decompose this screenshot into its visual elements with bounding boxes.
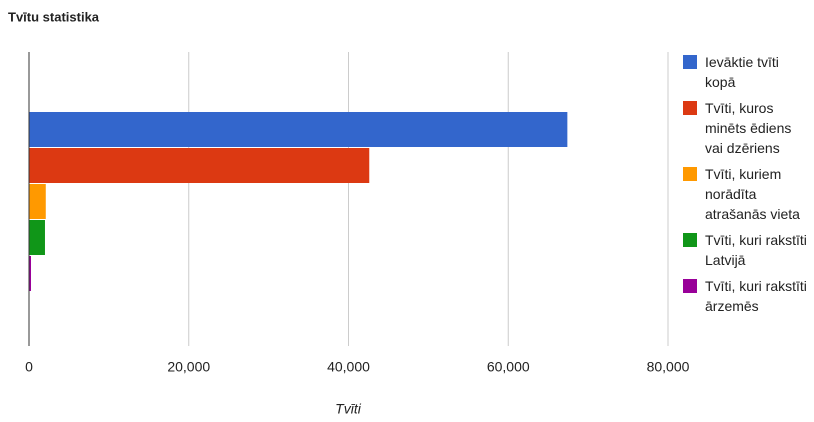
bar: [29, 220, 45, 255]
legend-entry: Tvīti, kuros minēts ēdiens vai dzēriens: [683, 98, 811, 158]
legend-swatch: [683, 55, 697, 69]
legend-label: Tvīti, kuri rakstīti Latvijā: [705, 232, 807, 268]
legend-label: Tvīti, kuros minēts ēdiens vai dzēriens: [705, 100, 792, 156]
legend-label: Tvīti, kuriem norādīta atrašanās vieta: [705, 166, 800, 222]
x-tick-label: 0: [25, 359, 33, 375]
legend-swatch: [683, 279, 697, 293]
legend-label: Tvīti, kuri rakstīti ārzemēs: [705, 278, 807, 314]
bar: [29, 112, 568, 147]
legend: Ievāktie tvīti kopā Tvīti, kuros minēts ē…: [683, 52, 811, 322]
x-tick-label: 20,000: [167, 359, 210, 375]
chart-title: Tvītu statistika: [8, 9, 100, 24]
x-axis-title: Tvīti: [335, 401, 362, 417]
legend-swatch: [683, 101, 697, 115]
x-tick-label: 80,000: [647, 359, 690, 375]
legend-label: Ievāktie tvīti kopā: [705, 54, 779, 90]
bar: [29, 148, 370, 183]
x-tick-label: 60,000: [487, 359, 530, 375]
legend-swatch: [683, 233, 697, 247]
x-tick-label: 40,000: [327, 359, 370, 375]
bar: [29, 256, 31, 291]
legend-entry: Tvīti, kuri rakstīti ārzemēs: [683, 276, 811, 316]
legend-entry: Ievāktie tvīti kopā: [683, 52, 811, 92]
legend-entry: Tvīti, kuriem norādīta atrašanās vieta: [683, 164, 811, 224]
legend-swatch: [683, 167, 697, 181]
legend-entry: Tvīti, kuri rakstīti Latvijā: [683, 230, 811, 270]
bar: [29, 184, 46, 219]
